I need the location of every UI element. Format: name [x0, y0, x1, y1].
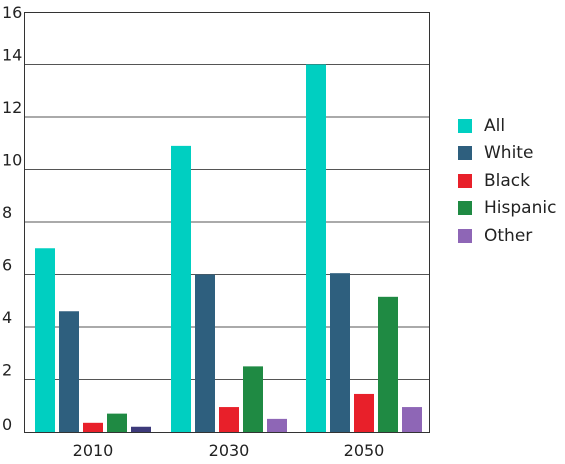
x-tick-label: 2010 [73, 441, 114, 460]
legend-label: Black [484, 170, 530, 191]
y-tick-label: 16 [2, 3, 22, 22]
legend: All White Black Hispanic Other [458, 112, 556, 250]
legend-label: Hispanic [484, 198, 557, 219]
bar-all-2050 [306, 64, 326, 432]
legend-swatch [458, 146, 472, 161]
bar-all-2010 [35, 248, 55, 432]
y-tick-label: 0 [2, 415, 12, 434]
y-axis-ticks: 0 2 4 6 8 10 12 14 16 [2, 3, 22, 434]
legend-swatch [458, 173, 472, 188]
bar-black-2050 [354, 393, 374, 432]
y-tick-label: 10 [2, 151, 22, 170]
legend-swatch [458, 228, 472, 243]
bar-hispanic-2010 [107, 413, 127, 432]
y-tick-label: 4 [2, 308, 12, 327]
bar-black-2010 [83, 422, 103, 432]
legend-item-hispanic: Hispanic [458, 195, 556, 223]
y-tick-label: 2 [2, 361, 12, 380]
bar-all-2030 [171, 145, 191, 432]
legend-item-all: All [458, 112, 556, 140]
x-tick-label: 2050 [344, 441, 385, 460]
bar-hispanic-2050 [378, 296, 398, 432]
x-axis-ticks: 2010 2030 2050 [73, 441, 385, 460]
gridlines [25, 64, 430, 380]
legend-item-other: Other [458, 222, 556, 250]
legend-label: White [484, 143, 534, 164]
legend-label: All [484, 115, 506, 136]
bar-black-2030 [219, 407, 239, 432]
bar-other-2030 [267, 418, 287, 432]
legend-swatch [458, 201, 472, 216]
legend-item-black: Black [458, 167, 556, 195]
x-tick-label: 2030 [209, 441, 250, 460]
y-tick-label: 12 [2, 98, 22, 117]
y-tick-label: 8 [2, 203, 12, 222]
legend-label: Other [484, 225, 533, 246]
legend-swatch [458, 118, 472, 133]
y-tick-label: 6 [2, 256, 12, 275]
y-tick-label: 14 [2, 46, 22, 65]
bar-white-2030 [195, 274, 215, 432]
bar-other-2010 [131, 426, 151, 432]
bars [35, 64, 422, 432]
bar-white-2010 [59, 311, 79, 432]
bar-other-2050 [402, 407, 422, 432]
bar-hispanic-2030 [243, 366, 263, 432]
bar-white-2050 [330, 273, 350, 432]
legend-item-white: White [458, 140, 556, 168]
plot-frame [24, 12, 430, 433]
